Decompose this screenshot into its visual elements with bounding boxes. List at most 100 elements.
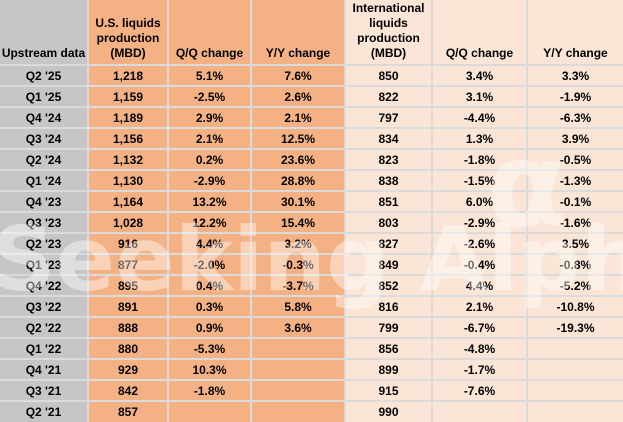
us-yy-change-cell: 3.2% — [251, 233, 346, 255]
table-row: Q3 '22 891 0.3% 5.8% 816 2.1% -10.8% — [0, 296, 623, 318]
us-yy-change-cell: 15.4% — [251, 212, 346, 234]
quarter-label-cell: Q3 '24 — [0, 128, 89, 150]
intl-production-cell: 816 — [345, 296, 433, 318]
us-production-cell: 877 — [88, 254, 169, 276]
us-qq-change-cell: -2.9% — [168, 170, 252, 192]
us-yy-change-cell: 3.6% — [251, 317, 346, 339]
quarter-label-cell: Q1 '23 — [0, 254, 89, 276]
us-production-cell: 1,130 — [88, 170, 169, 192]
us-qq-change-cell: 0.9% — [168, 317, 252, 339]
table-row: Q1 '23 877 -2.0% -0.3% 849 -0.4% -0.8% — [0, 254, 623, 276]
us-qq-change-cell: 0.4% — [168, 275, 252, 297]
us-production-cell: 891 — [88, 296, 169, 318]
us-yy-change-cell: -0.3% — [251, 254, 346, 276]
us-qq-change-cell: 10.3% — [168, 359, 252, 381]
header-row: Upstream data U.S. liquids production (M… — [0, 0, 623, 66]
intl-production-cell: 838 — [345, 170, 433, 192]
intl-production-cell: 851 — [345, 191, 433, 213]
quarter-label-cell: Q4 '24 — [0, 107, 89, 129]
table-row: Q3 '24 1,156 2.1% 12.5% 834 1.3% 3.9% — [0, 128, 623, 150]
us-qq-change-cell: 0.3% — [168, 296, 252, 318]
header-us-qq-change: Q/Q change — [168, 0, 252, 66]
intl-qq-change-cell: -6.7% — [432, 317, 528, 339]
intl-yy-change-cell: -0.5% — [527, 149, 623, 171]
us-yy-change-cell: 7.6% — [251, 65, 346, 87]
quarter-label-cell: Q4 '23 — [0, 191, 89, 213]
table-row: Q4 '23 1,164 13.2% 30.1% 851 6.0% -0.1% — [0, 191, 623, 213]
quarter-label-cell: Q1 '25 — [0, 86, 89, 108]
us-yy-change-cell: 5.8% — [251, 296, 346, 318]
intl-yy-change-cell: -0.8% — [527, 254, 623, 276]
us-qq-change-cell — [168, 401, 252, 422]
quarter-label-cell: Q2 '23 — [0, 233, 89, 255]
intl-production-cell: 990 — [345, 401, 433, 422]
quarter-label-cell: Q2 '21 — [0, 401, 89, 422]
intl-yy-change-cell: 3.5% — [527, 233, 623, 255]
intl-yy-change-cell: -6.3% — [527, 107, 623, 129]
us-qq-change-cell: -2.5% — [168, 86, 252, 108]
us-production-cell: 1,132 — [88, 149, 169, 171]
intl-yy-change-cell — [527, 401, 623, 422]
us-production-cell: 1,159 — [88, 86, 169, 108]
us-qq-change-cell: -2.0% — [168, 254, 252, 276]
quarter-label-cell: Q4 '21 — [0, 359, 89, 381]
table-row: Q2 '24 1,132 0.2% 23.6% 823 -1.8% -0.5% — [0, 149, 623, 171]
intl-yy-change-cell: -5.2% — [527, 275, 623, 297]
us-yy-change-cell: 30.1% — [251, 191, 346, 213]
us-yy-change-cell: 23.6% — [251, 149, 346, 171]
intl-yy-change-cell — [527, 359, 623, 381]
intl-qq-change-cell: 2.1% — [432, 296, 528, 318]
us-qq-change-cell: 0.2% — [168, 149, 252, 171]
header-intl-production: International liquids production (MBD) — [345, 0, 433, 66]
quarter-label-cell: Q2 '25 — [0, 65, 89, 87]
intl-qq-change-cell: 1.3% — [432, 128, 528, 150]
quarter-label-cell: Q1 '24 — [0, 170, 89, 192]
us-production-cell: 929 — [88, 359, 169, 381]
quarter-label-cell: Q3 '23 — [0, 212, 89, 234]
us-production-cell: 888 — [88, 317, 169, 339]
intl-production-cell: 834 — [345, 128, 433, 150]
intl-qq-change-cell — [432, 401, 528, 422]
us-qq-change-cell: 4.4% — [168, 233, 252, 255]
intl-qq-change-cell: -7.6% — [432, 380, 528, 402]
table-row: Q2 '21 857 990 — [0, 401, 623, 422]
quarter-label-cell: Q2 '24 — [0, 149, 89, 171]
intl-qq-change-cell: 6.0% — [432, 191, 528, 213]
intl-production-cell: 915 — [345, 380, 433, 402]
intl-qq-change-cell: -1.7% — [432, 359, 528, 381]
us-yy-change-cell: 2.6% — [251, 86, 346, 108]
intl-yy-change-cell: 3.3% — [527, 65, 623, 87]
header-us-yy-change: Y/Y change — [251, 0, 346, 66]
intl-yy-change-cell — [527, 338, 623, 360]
intl-yy-change-cell: -10.8% — [527, 296, 623, 318]
header-upstream-data: Upstream data — [0, 0, 89, 66]
table-row: Q1 '22 880 -5.3% 856 -4.8% — [0, 338, 623, 360]
table-row: Q3 '23 1,028 12.2% 15.4% 803 -2.9% -1.6% — [0, 212, 623, 234]
us-qq-change-cell: 13.2% — [168, 191, 252, 213]
us-production-cell: 916 — [88, 233, 169, 255]
intl-qq-change-cell: 4.4% — [432, 275, 528, 297]
intl-production-cell: 799 — [345, 317, 433, 339]
us-yy-change-cell — [251, 380, 346, 402]
quarter-label-cell: Q4 '22 — [0, 275, 89, 297]
quarter-label-cell: Q1 '22 — [0, 338, 89, 360]
us-production-cell: 1,028 — [88, 212, 169, 234]
quarter-label-cell: Q3 '22 — [0, 296, 89, 318]
us-yy-change-cell: 2.1% — [251, 107, 346, 129]
table-row: Q3 '21 842 -1.8% 915 -7.6% — [0, 380, 623, 402]
intl-production-cell: 803 — [345, 212, 433, 234]
intl-production-cell: 850 — [345, 65, 433, 87]
us-production-cell: 1,164 — [88, 191, 169, 213]
table-row: Q2 '22 888 0.9% 3.6% 799 -6.7% -19.3% — [0, 317, 623, 339]
intl-production-cell: 856 — [345, 338, 433, 360]
us-qq-change-cell: 2.9% — [168, 107, 252, 129]
us-qq-change-cell: 5.1% — [168, 65, 252, 87]
table-row: Q2 '23 916 4.4% 3.2% 827 -2.6% 3.5% — [0, 233, 623, 255]
intl-production-cell: 852 — [345, 275, 433, 297]
intl-yy-change-cell: -1.6% — [527, 212, 623, 234]
intl-production-cell: 849 — [345, 254, 433, 276]
table-row: Q1 '25 1,159 -2.5% 2.6% 822 3.1% -1.9% — [0, 86, 623, 108]
intl-yy-change-cell: -1.3% — [527, 170, 623, 192]
intl-qq-change-cell: -1.5% — [432, 170, 528, 192]
intl-qq-change-cell: -2.6% — [432, 233, 528, 255]
